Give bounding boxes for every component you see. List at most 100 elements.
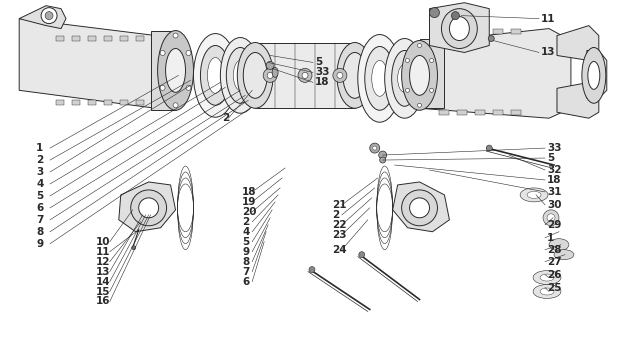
Ellipse shape xyxy=(158,31,193,110)
Polygon shape xyxy=(56,100,64,105)
Ellipse shape xyxy=(265,61,269,65)
Ellipse shape xyxy=(410,198,430,218)
Ellipse shape xyxy=(358,35,402,122)
Ellipse shape xyxy=(263,68,277,82)
Polygon shape xyxy=(587,51,607,98)
Text: 5: 5 xyxy=(315,57,322,67)
Ellipse shape xyxy=(520,188,548,202)
Text: 3: 3 xyxy=(36,167,43,177)
Ellipse shape xyxy=(160,51,165,55)
Text: 20: 20 xyxy=(242,207,256,217)
Polygon shape xyxy=(255,42,355,108)
Text: 16: 16 xyxy=(96,296,111,306)
Ellipse shape xyxy=(309,267,315,273)
Text: 1: 1 xyxy=(36,143,43,153)
Text: 7: 7 xyxy=(36,215,43,225)
Text: 5: 5 xyxy=(36,191,43,201)
Ellipse shape xyxy=(549,239,569,251)
Ellipse shape xyxy=(488,36,494,41)
Text: 28: 28 xyxy=(547,245,562,255)
Ellipse shape xyxy=(257,48,267,57)
Polygon shape xyxy=(72,36,80,40)
Text: 9: 9 xyxy=(36,239,43,249)
Ellipse shape xyxy=(405,58,410,63)
Text: 32: 32 xyxy=(547,165,562,175)
Ellipse shape xyxy=(540,274,554,281)
Polygon shape xyxy=(104,36,112,40)
Text: 13: 13 xyxy=(541,48,556,57)
Text: 21: 21 xyxy=(332,200,347,210)
Text: 24: 24 xyxy=(332,245,347,255)
Text: 19: 19 xyxy=(242,197,256,207)
Ellipse shape xyxy=(243,52,267,98)
Polygon shape xyxy=(557,26,599,61)
Ellipse shape xyxy=(373,146,377,150)
Ellipse shape xyxy=(533,285,561,299)
Polygon shape xyxy=(457,29,467,34)
Ellipse shape xyxy=(337,72,343,79)
Ellipse shape xyxy=(582,48,606,103)
Ellipse shape xyxy=(132,246,136,250)
Ellipse shape xyxy=(554,250,574,260)
Ellipse shape xyxy=(266,62,274,69)
Text: 6: 6 xyxy=(36,203,43,213)
Text: 9: 9 xyxy=(242,246,250,257)
Ellipse shape xyxy=(221,37,260,113)
Text: 8: 8 xyxy=(242,257,250,267)
Ellipse shape xyxy=(173,33,178,38)
Ellipse shape xyxy=(200,46,231,105)
Polygon shape xyxy=(511,110,521,115)
Polygon shape xyxy=(88,100,96,105)
Polygon shape xyxy=(88,36,96,40)
Text: 4: 4 xyxy=(242,227,250,237)
Polygon shape xyxy=(475,110,485,115)
Text: 22: 22 xyxy=(332,220,347,230)
Text: 23: 23 xyxy=(332,230,347,240)
Text: 2: 2 xyxy=(332,210,339,220)
Ellipse shape xyxy=(430,8,439,18)
Ellipse shape xyxy=(372,61,387,96)
Ellipse shape xyxy=(430,88,434,92)
Ellipse shape xyxy=(208,57,223,93)
Text: 18: 18 xyxy=(315,78,329,87)
Ellipse shape xyxy=(272,67,278,78)
Text: 14: 14 xyxy=(96,276,111,287)
Polygon shape xyxy=(493,29,503,34)
Text: 11: 11 xyxy=(96,246,111,257)
Ellipse shape xyxy=(540,288,554,295)
Text: 11: 11 xyxy=(541,14,556,23)
Ellipse shape xyxy=(302,72,308,79)
Ellipse shape xyxy=(267,72,273,79)
Text: 7: 7 xyxy=(242,267,250,276)
Ellipse shape xyxy=(451,12,459,20)
Polygon shape xyxy=(19,6,66,29)
Polygon shape xyxy=(420,29,571,118)
Text: 2: 2 xyxy=(242,217,250,227)
Text: 18: 18 xyxy=(547,175,562,185)
Text: 26: 26 xyxy=(547,270,562,279)
Polygon shape xyxy=(511,29,521,34)
Polygon shape xyxy=(392,182,449,232)
Ellipse shape xyxy=(449,17,469,40)
Ellipse shape xyxy=(486,145,493,151)
Text: 10: 10 xyxy=(96,237,111,247)
Text: 33: 33 xyxy=(547,143,562,153)
Ellipse shape xyxy=(263,58,271,66)
Polygon shape xyxy=(430,3,489,52)
Ellipse shape xyxy=(193,34,237,117)
Ellipse shape xyxy=(166,49,185,92)
Text: 6: 6 xyxy=(242,276,250,287)
Ellipse shape xyxy=(418,103,421,107)
Ellipse shape xyxy=(45,12,53,20)
Polygon shape xyxy=(120,36,128,40)
Text: 5: 5 xyxy=(242,237,250,247)
Polygon shape xyxy=(493,110,503,115)
Ellipse shape xyxy=(430,58,434,63)
Ellipse shape xyxy=(543,210,559,226)
Text: 13: 13 xyxy=(96,267,111,276)
Ellipse shape xyxy=(333,68,347,82)
Ellipse shape xyxy=(173,103,178,108)
Text: 25: 25 xyxy=(547,283,562,292)
Text: 15: 15 xyxy=(96,287,111,296)
Ellipse shape xyxy=(343,52,366,98)
